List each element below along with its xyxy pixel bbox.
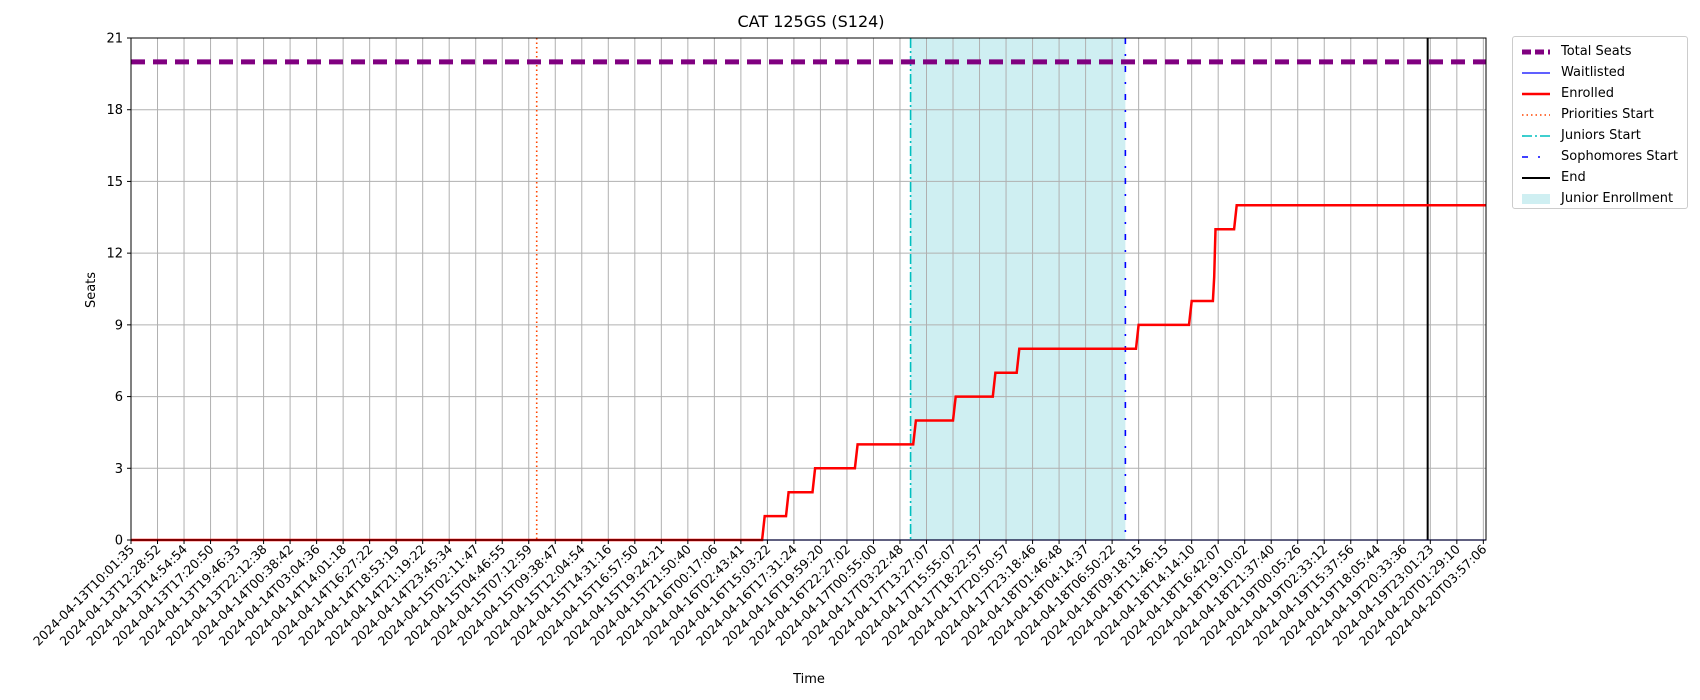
y-tick-label: 6 <box>115 390 123 405</box>
legend-swatch-enrolled <box>1522 92 1550 95</box>
legend-item-end: End <box>1513 167 1687 188</box>
legend-item-total-seats: Total Seats <box>1513 41 1687 62</box>
legend-label-waitlisted: Waitlisted <box>1561 65 1626 80</box>
legend-label-priorities-start: Priorities Start <box>1561 107 1654 122</box>
legend-label-enrolled: Enrolled <box>1561 86 1614 101</box>
legend-swatch-end <box>1522 176 1550 179</box>
legend-item-priorities-start: Priorities Start <box>1513 104 1687 125</box>
y-tick-label: 3 <box>115 462 123 477</box>
legend-label-juniors-start: Juniors Start <box>1561 128 1641 143</box>
y-tick-label: 0 <box>115 534 123 549</box>
legend-swatch-sophomores-start <box>1522 155 1550 158</box>
legend-label-end: End <box>1561 170 1586 185</box>
legend-swatch-priorities-start <box>1522 113 1550 116</box>
legend-item-enrolled: Enrolled <box>1513 83 1687 104</box>
plot-frame <box>130 37 1487 541</box>
legend-item-waitlisted: Waitlisted <box>1513 62 1687 83</box>
legend-swatch-total-seats <box>1522 49 1550 54</box>
legend-item-sophomores-start: Sophomores Start <box>1513 146 1687 167</box>
y-tick-label: 18 <box>106 103 123 118</box>
legend-label-total-seats: Total Seats <box>1561 44 1632 59</box>
legend-item-juniors-start: Juniors Start <box>1513 125 1687 146</box>
y-tick-label: 12 <box>106 247 123 262</box>
y-tick-label: 21 <box>106 32 123 47</box>
legend-label-sophomores-start: Sophomores Start <box>1561 149 1678 164</box>
y-tick-label: 15 <box>106 175 123 190</box>
x-axis-label: Time <box>792 672 825 687</box>
chart-title: CAT 125GS (S124) <box>737 12 884 31</box>
legend-swatch-junior-enrollment <box>1522 193 1550 204</box>
junior-enrollment-region <box>910 38 1126 540</box>
legend-swatch-waitlisted <box>1522 71 1550 74</box>
legend-label-junior-enrollment: Junior Enrollment <box>1561 191 1674 206</box>
legend-swatch-juniors-start <box>1522 134 1550 137</box>
y-tick-label: 9 <box>115 318 123 333</box>
enrolled-series <box>131 204 1486 542</box>
chart-legend: Total Seats Waitlisted Enrolled Priorities … <box>1512 36 1688 209</box>
y-axis-label: Seats <box>84 272 99 308</box>
legend-item-junior-enrollment: Junior Enrollment <box>1513 188 1687 209</box>
